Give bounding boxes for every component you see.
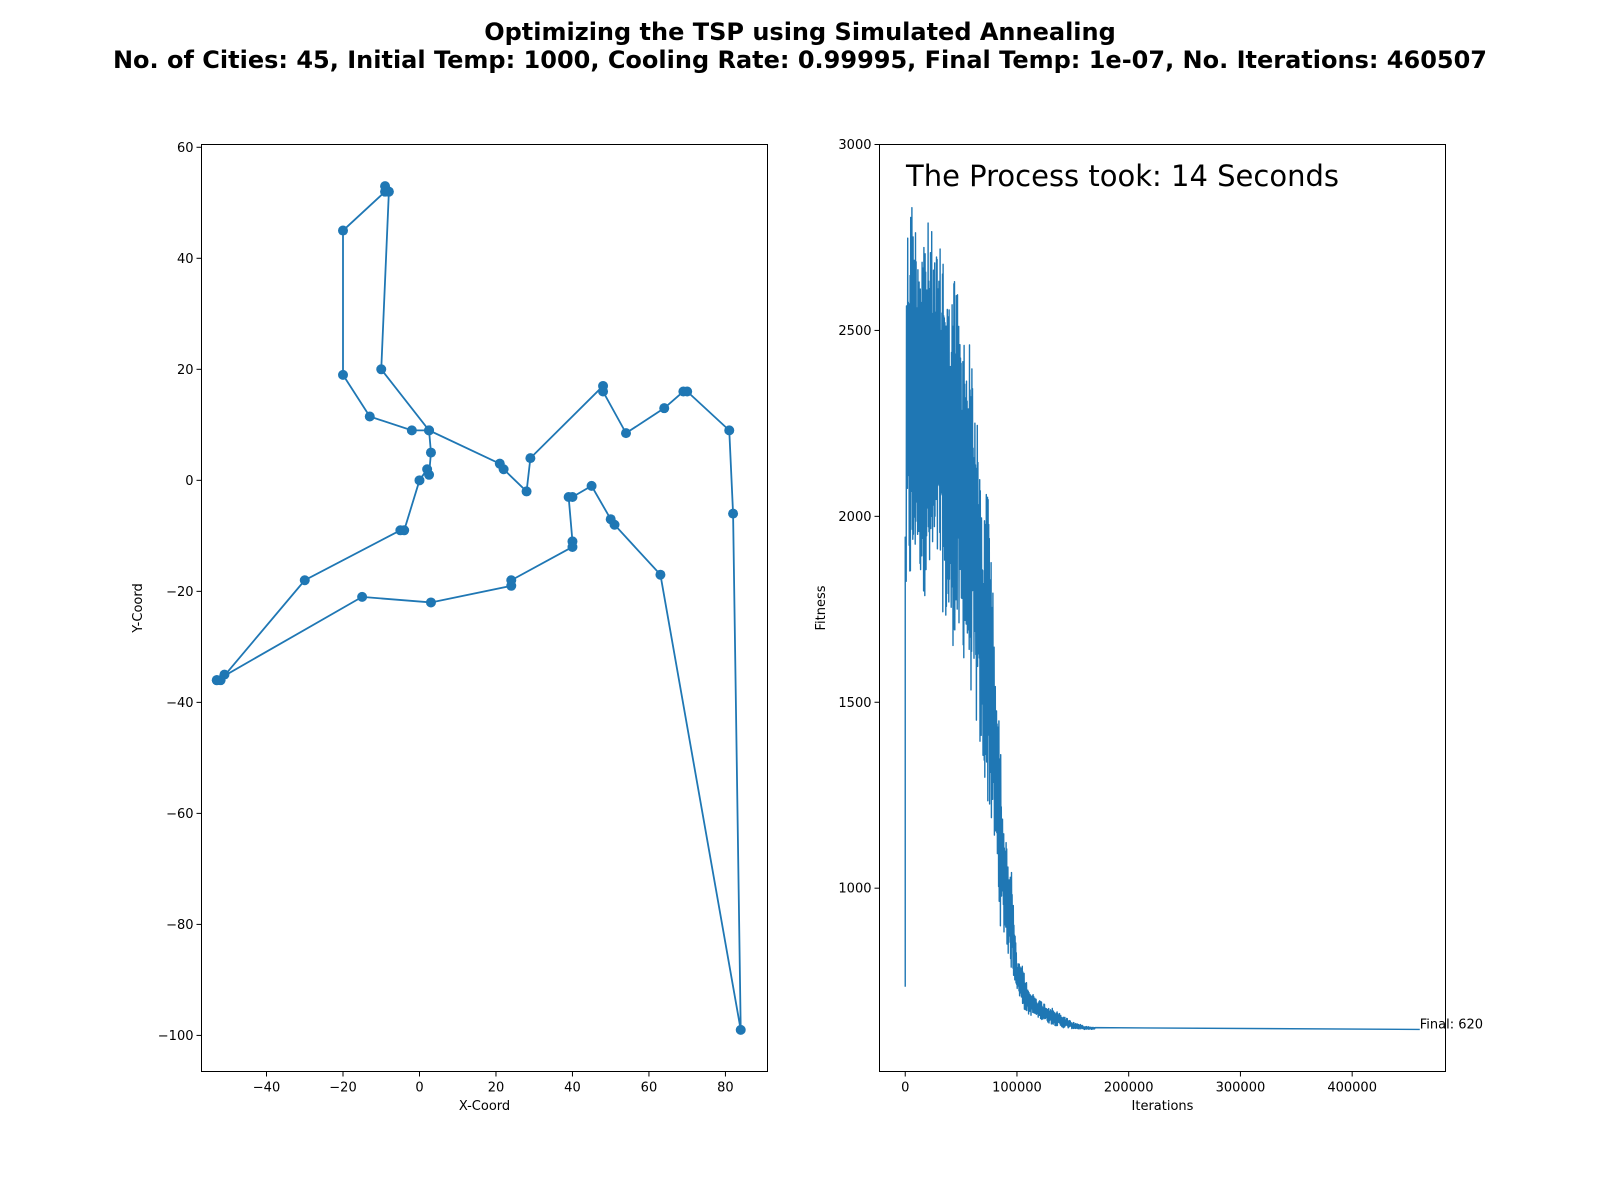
route-x-tick-label: 0 xyxy=(415,1081,423,1096)
route-x-tick-label: 40 xyxy=(564,1081,581,1096)
city-point xyxy=(521,486,532,497)
fitness-x-tick-label: 0 xyxy=(901,1081,909,1096)
city-point xyxy=(655,569,666,580)
route-y-tick-label: 60 xyxy=(177,141,194,156)
city-point xyxy=(424,469,435,480)
city-point xyxy=(357,591,368,602)
fitness-x-tick-label: 300000 xyxy=(1216,1081,1266,1096)
city-point xyxy=(211,675,222,686)
fitness-plot-frame xyxy=(879,144,1446,1072)
route-axis-ticks: −40 −20 0 20 40 60 80 60 40 20 0 −20 −40 −60 −80 −100 xyxy=(158,141,734,1096)
fitness-y-tick-label: 2000 xyxy=(838,510,871,525)
fitness-axis-ticks: 0 100000 200000 300000 400000 1000 1500 2000 250… xyxy=(838,138,1377,1096)
figure-title: Optimizing the TSP using Simulated Annea… xyxy=(0,18,1600,74)
route-line xyxy=(216,183,742,1031)
route-y-tick-label: −20 xyxy=(166,585,193,600)
fitness-y-tick-label: 3000 xyxy=(838,138,871,153)
city-point xyxy=(563,491,574,502)
city-point xyxy=(364,411,375,422)
fitness-chart: 0 100000 200000 300000 400000 1000 1500 2000 250… xyxy=(814,138,1483,1114)
city-point xyxy=(598,386,609,397)
tsp-route-chart: −40 −20 0 20 40 60 80 60 40 20 0 −20 −40 −60 −80 −100 X… xyxy=(131,141,768,1114)
fitness-y-tick-label: 1500 xyxy=(838,696,871,711)
final-fitness-annotation: Final: 620 xyxy=(1420,1017,1483,1032)
route-x-tick-label: −40 xyxy=(253,1081,280,1096)
city-point xyxy=(659,403,670,414)
title-line-2: No. of Cities: 45, Initial Temp: 1000, C… xyxy=(112,46,1488,74)
city-point xyxy=(425,597,436,608)
route-y-axis-label: Y-Coord xyxy=(131,583,146,633)
route-y-tick-label: −80 xyxy=(166,918,193,933)
city-point xyxy=(728,508,739,519)
fitness-x-tick-label: 100000 xyxy=(992,1081,1042,1096)
city-point xyxy=(383,186,394,197)
city-point xyxy=(338,369,348,380)
city-point xyxy=(506,580,517,591)
city-point xyxy=(299,575,310,586)
city-point xyxy=(735,1024,746,1035)
fitness-y-axis-label: Fitness xyxy=(814,585,829,630)
route-y-tick-label: −60 xyxy=(166,807,193,822)
city-point xyxy=(498,464,509,475)
process-time-annotation: The Process took: 14 Seconds xyxy=(905,159,1339,193)
route-x-tick-label: 60 xyxy=(641,1081,658,1096)
city-point xyxy=(567,541,578,552)
route-x-tick-label: 20 xyxy=(488,1081,505,1096)
route-y-tick-label: 0 xyxy=(185,474,193,489)
fitness-data-layer xyxy=(904,207,1420,1031)
city-point xyxy=(605,514,616,525)
fitness-x-axis-label: Iterations xyxy=(1132,1099,1194,1114)
fitness-x-tick-label: 400000 xyxy=(1327,1081,1377,1096)
route-plot-frame xyxy=(201,144,768,1072)
fitness-y-tick-label: 2500 xyxy=(838,324,871,339)
route-y-tick-label: 20 xyxy=(177,363,194,378)
route-x-tick-label: −20 xyxy=(329,1081,356,1096)
city-point xyxy=(414,475,425,486)
city-point xyxy=(682,386,693,397)
city-point xyxy=(338,225,348,236)
route-y-tick-label: 40 xyxy=(177,252,194,267)
city-point xyxy=(425,447,436,458)
city-point xyxy=(399,525,410,536)
city-point xyxy=(525,453,536,464)
city-point xyxy=(621,428,631,439)
fitness-line xyxy=(904,207,1420,1031)
fitness-y-tick-label: 1000 xyxy=(838,882,871,897)
city-point xyxy=(724,425,735,436)
route-x-axis-label: X-Coord xyxy=(459,1099,510,1114)
title-line-1: Optimizing the TSP using Simulated Annea… xyxy=(484,18,1116,46)
city-point xyxy=(586,480,597,491)
city-point xyxy=(424,425,435,436)
city-point xyxy=(406,425,417,436)
route-data-layer xyxy=(211,181,746,1035)
route-x-tick-label: 80 xyxy=(717,1081,734,1096)
route-y-tick-label: −100 xyxy=(158,1029,194,1044)
city-point xyxy=(376,364,387,375)
fitness-x-tick-label: 200000 xyxy=(1104,1081,1154,1096)
route-y-tick-label: −40 xyxy=(166,696,193,711)
